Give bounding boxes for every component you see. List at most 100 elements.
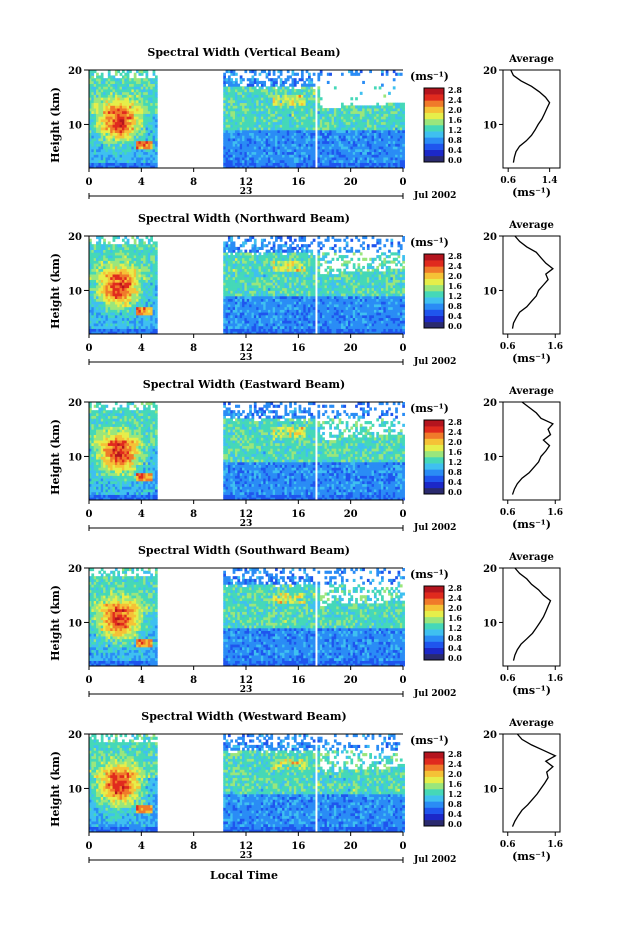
heatmap-cell xyxy=(129,151,132,155)
heatmap-cell xyxy=(93,113,97,117)
heatmap-cell xyxy=(225,246,229,251)
heatmap-cell xyxy=(237,271,241,275)
heatmap-cell xyxy=(263,290,267,294)
heatmap-cell xyxy=(378,135,382,139)
heatmap-cell xyxy=(345,165,349,169)
heatmap-cell xyxy=(100,159,104,163)
heatmap-cell xyxy=(357,129,361,134)
heatmap-cell xyxy=(223,320,226,324)
heatmap-cell xyxy=(143,293,146,297)
heatmap-cell xyxy=(119,290,123,294)
heatmap-cell xyxy=(133,314,137,319)
heatmap-cell xyxy=(91,162,95,166)
heatmap-cell xyxy=(152,271,156,275)
heatmap-cell xyxy=(89,325,92,329)
heatmap-cell xyxy=(230,146,234,150)
heatmap-cell xyxy=(308,146,311,150)
heatmap-cell xyxy=(362,124,365,128)
heatmap-cell xyxy=(223,298,226,302)
heatmap-cell xyxy=(267,331,271,335)
heatmap-cell xyxy=(147,285,151,289)
heatmap-cell xyxy=(119,268,123,272)
heatmap-cell xyxy=(310,121,314,125)
heatmap-cell xyxy=(366,110,370,114)
heatmap-cell xyxy=(152,309,156,313)
heatmap-cell xyxy=(235,276,238,280)
heatmap-cell xyxy=(338,154,342,158)
heatmap-cell xyxy=(154,260,158,264)
heatmap-cell xyxy=(399,159,403,163)
heatmap-cell xyxy=(105,132,109,136)
heatmap-cell xyxy=(237,265,241,270)
heatmap-cell xyxy=(263,252,267,256)
heatmap-cell xyxy=(230,244,234,248)
heatmap-cell xyxy=(322,132,325,136)
heatmap-cell xyxy=(119,113,123,117)
heatmap-cell xyxy=(152,154,156,158)
heatmap-cell xyxy=(260,257,264,261)
heatmap-cell xyxy=(246,102,250,106)
heatmap-cell xyxy=(282,162,285,166)
heatmap-cell xyxy=(237,94,241,98)
heatmap-cell xyxy=(395,121,398,125)
heatmap-cell xyxy=(390,162,394,166)
heatmap-cell xyxy=(150,89,153,93)
heatmap-cell xyxy=(336,148,340,153)
heatmap-cell xyxy=(100,124,104,128)
heatmap-cell xyxy=(138,80,142,85)
heatmap-cell xyxy=(150,135,153,139)
heatmap-cell xyxy=(152,293,156,297)
heatmap-cell xyxy=(371,159,375,163)
heatmap-cell xyxy=(270,94,274,98)
heatmap-cell xyxy=(91,124,95,128)
heatmap-cell xyxy=(138,91,142,95)
heatmap-cell xyxy=(293,127,297,131)
heatmap-cell xyxy=(298,157,302,161)
heatmap-cell xyxy=(256,89,259,93)
heatmap-cell xyxy=(350,154,354,158)
heatmap-cell xyxy=(117,143,121,147)
heatmap-cell xyxy=(150,246,153,251)
heatmap-cell xyxy=(152,255,156,259)
heatmap-cell xyxy=(345,162,349,166)
heatmap-cell xyxy=(105,255,109,259)
heatmap-cell xyxy=(260,116,264,120)
heatmap-cell xyxy=(291,72,295,76)
heatmap-cell xyxy=(91,146,95,150)
heatmap-cell xyxy=(100,143,104,147)
heatmap-cell xyxy=(381,159,384,163)
heatmap-cell xyxy=(136,146,139,150)
heatmap-cell xyxy=(91,89,95,93)
heatmap-cell xyxy=(242,290,245,294)
heatmap-cell xyxy=(256,132,259,136)
heatmap-cell xyxy=(154,295,158,300)
heatmap-cell xyxy=(272,301,276,305)
heatmap-cell xyxy=(303,86,307,90)
colorbar-tick-label: 1.2 xyxy=(448,125,462,135)
heatmap-cell xyxy=(310,138,314,142)
heatmap-cell xyxy=(235,78,238,82)
heatmap-cell xyxy=(336,110,340,114)
heatmap-cell xyxy=(154,121,158,125)
heatmap-cell xyxy=(338,113,342,117)
heatmap-cell xyxy=(154,328,158,332)
heatmap-cell xyxy=(251,83,255,87)
heatmap-cell xyxy=(232,274,236,278)
heatmap-cell xyxy=(258,119,262,123)
heatmap-cell xyxy=(129,309,132,313)
heatmap-cell xyxy=(225,129,229,134)
heatmap-cell xyxy=(96,108,99,112)
heatmap-cell xyxy=(117,285,121,289)
heatmap-cell xyxy=(244,271,248,275)
heatmap-cell xyxy=(350,143,354,147)
heatmap-cell xyxy=(117,306,121,310)
heatmap-cell xyxy=(232,70,236,74)
heatmap-cell xyxy=(267,252,271,256)
heatmap-cell xyxy=(312,102,316,106)
heatmap-cell xyxy=(388,146,391,150)
heatmap-cell xyxy=(300,113,304,117)
heatmap-cell xyxy=(129,306,132,310)
heatmap-cell xyxy=(126,282,130,286)
heatmap-cell xyxy=(105,287,109,291)
heatmap-cell xyxy=(256,274,259,278)
